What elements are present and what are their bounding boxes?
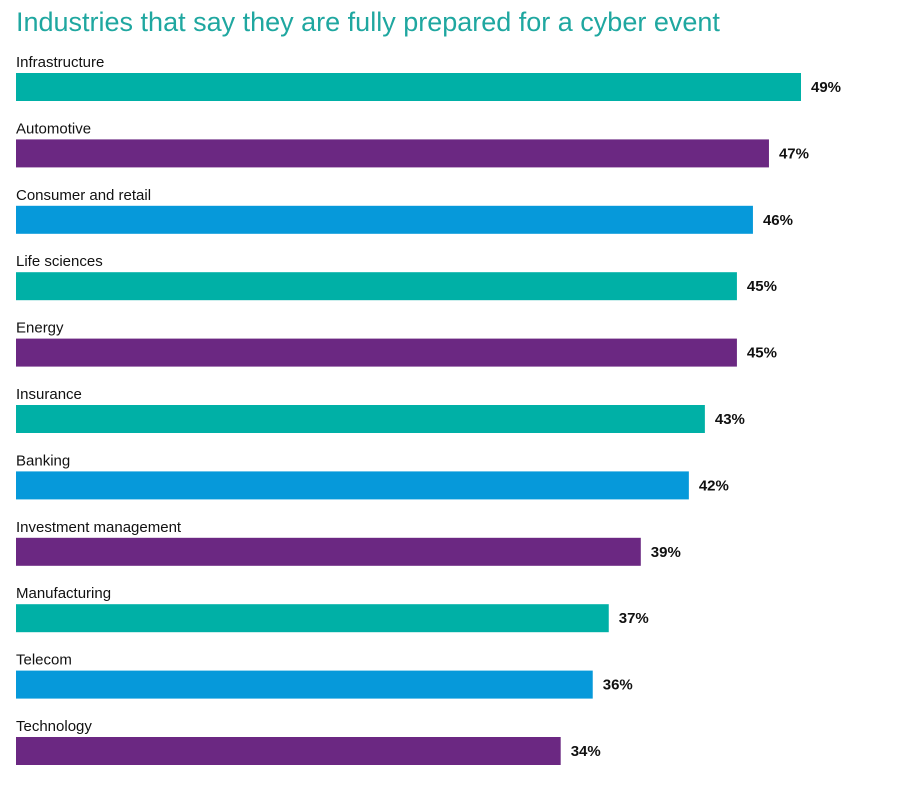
value-label: 49%: [811, 79, 841, 96]
category-label: Insurance: [16, 386, 82, 403]
value-label: 47%: [779, 145, 809, 162]
value-label: 42%: [699, 477, 729, 494]
bar: [16, 139, 769, 168]
bar: [16, 670, 593, 699]
category-label: Technology: [16, 718, 92, 735]
bar: [16, 405, 705, 433]
category-label: Automotive: [16, 120, 91, 137]
category-label: Banking: [16, 452, 70, 469]
value-label: 34%: [571, 743, 601, 760]
value-label: 43%: [715, 411, 745, 428]
bar: [16, 537, 641, 566]
category-label: Consumer and retail: [16, 187, 151, 204]
value-label: 36%: [603, 677, 633, 694]
category-label: Energy: [16, 320, 64, 337]
category-label: Infrastructure: [16, 54, 104, 71]
bar: [16, 73, 801, 101]
value-label: 37%: [619, 610, 649, 627]
bar: [16, 471, 689, 500]
value-label: 39%: [651, 544, 681, 561]
bar: [16, 205, 753, 234]
value-label: 46%: [763, 212, 793, 229]
chart-title: Industries that say they are fully prepa…: [16, 7, 720, 37]
category-label: Investment management: [16, 519, 182, 536]
bar: [16, 737, 561, 765]
bar: [16, 272, 737, 301]
category-label: Telecom: [16, 652, 72, 669]
bar: [16, 338, 737, 367]
value-label: 45%: [747, 278, 777, 295]
bar: [16, 604, 609, 633]
category-label: Life sciences: [16, 253, 103, 270]
category-label: Manufacturing: [16, 585, 111, 602]
value-label: 45%: [747, 345, 777, 362]
